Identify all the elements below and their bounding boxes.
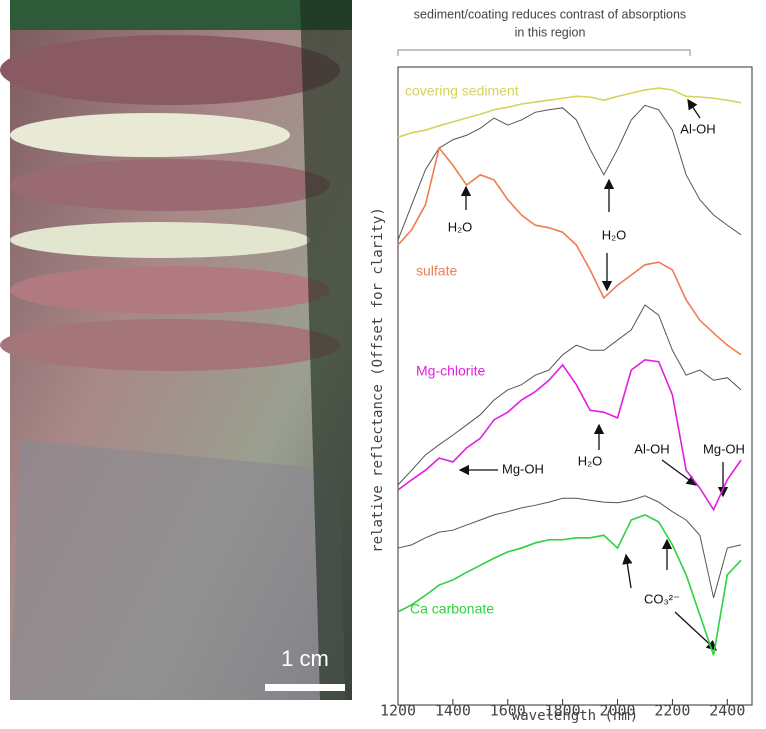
x-tick-label: 1400 bbox=[435, 702, 471, 720]
series-label: sulfate bbox=[416, 263, 457, 279]
annotation: Al-OH bbox=[634, 441, 669, 456]
annotation: CO₃²⁻ bbox=[644, 591, 680, 606]
x-tick-label: 2200 bbox=[654, 702, 690, 720]
series-label: Mg-chlorite bbox=[416, 363, 485, 379]
title-line: sediment/coating reduces contrast of abs… bbox=[414, 7, 686, 21]
title-line: in this region bbox=[515, 25, 586, 39]
series-label: Ca carbonate bbox=[410, 601, 494, 617]
region-bracket bbox=[398, 50, 690, 56]
spectrum-line bbox=[398, 515, 741, 655]
figure: 1 cm sediment/coating reduces contrast o… bbox=[0, 0, 766, 724]
annotation: Mg-OH bbox=[502, 461, 544, 476]
annotation: Al-OH bbox=[680, 121, 715, 136]
x-tick-label: 1600 bbox=[490, 702, 526, 720]
x-tick-label: 2000 bbox=[599, 702, 635, 720]
x-tick-label: 1800 bbox=[545, 702, 581, 720]
x-tick-label: 1200 bbox=[380, 702, 416, 720]
spectrum-line bbox=[398, 360, 741, 510]
photo: 1 cm bbox=[0, 0, 352, 700]
scale-label: 1 cm bbox=[281, 646, 329, 671]
series-label: covering sediment bbox=[405, 83, 519, 99]
annotation: H₂O bbox=[578, 453, 603, 468]
annotation: H₂O bbox=[602, 227, 627, 242]
spectrum-line bbox=[398, 148, 741, 355]
annotation: Mg-OH bbox=[703, 441, 745, 456]
y-axis-label: relative reflectance (Offset for clarity… bbox=[370, 207, 386, 553]
spectrum-line bbox=[398, 305, 741, 485]
annotation: H₂O bbox=[448, 219, 473, 234]
x-tick-label: 2400 bbox=[709, 702, 745, 720]
